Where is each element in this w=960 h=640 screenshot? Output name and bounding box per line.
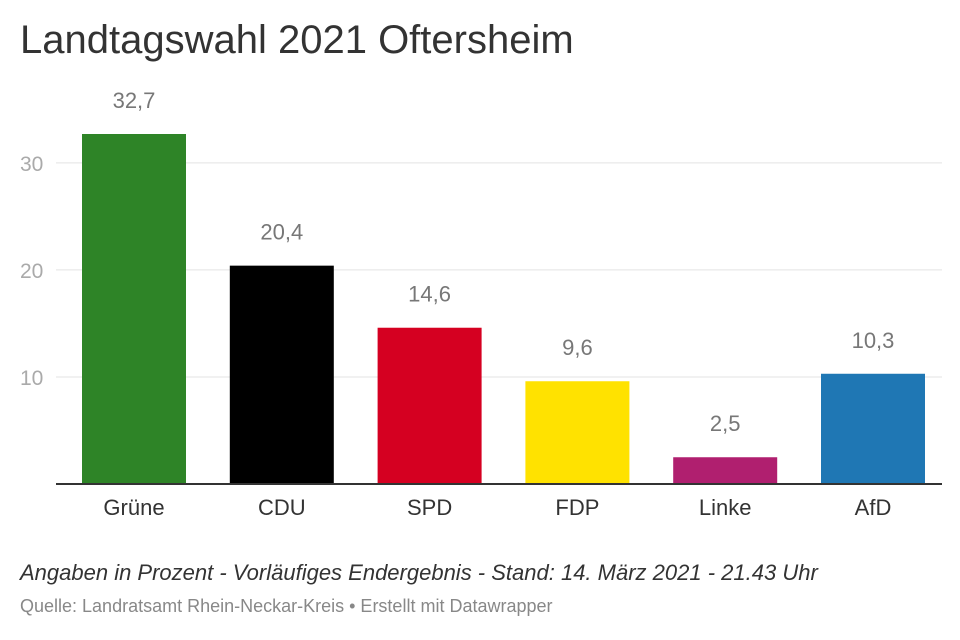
bars (82, 134, 925, 484)
x-axis-labels: Grüne CDU SPD FDP Linke AfD (103, 495, 891, 520)
chart-source: Quelle: Landratsamt Rhein-Neckar-Kreis •… (20, 596, 553, 616)
value-label: 14,6 (408, 282, 451, 307)
y-tick-label: 20 (20, 260, 43, 283)
chart-title: Landtagswahl 2021 Oftersheim (20, 18, 574, 62)
value-label: 2,5 (710, 411, 741, 436)
y-axis-ticks: 10 20 30 (20, 153, 43, 390)
x-tick-label: CDU (258, 495, 306, 520)
value-label: 10,3 (852, 328, 895, 353)
chart-note: Angaben in Prozent - Vorläufiges Enderge… (20, 560, 818, 585)
bar-gr-ne (82, 134, 186, 484)
x-tick-label: Linke (699, 495, 752, 520)
x-tick-label: AfD (855, 495, 892, 520)
bar-fdp (525, 381, 630, 484)
value-labels: 32,7 20,4 14,6 9,6 2,5 10,3 (113, 88, 895, 436)
value-label: 9,6 (562, 335, 593, 360)
y-tick-label: 30 (20, 153, 43, 176)
grid-lines (56, 162, 942, 378)
x-tick-label: SPD (407, 495, 452, 520)
value-label: 32,7 (113, 88, 156, 113)
x-tick-label: FDP (555, 495, 599, 520)
y-tick-label: 10 (20, 367, 43, 390)
value-label: 20,4 (260, 220, 303, 245)
bar-linke (673, 457, 778, 484)
x-tick-label: Grüne (103, 495, 164, 520)
bar-afd (821, 373, 925, 484)
bar-spd (377, 327, 482, 484)
bar-cdu (229, 265, 334, 484)
